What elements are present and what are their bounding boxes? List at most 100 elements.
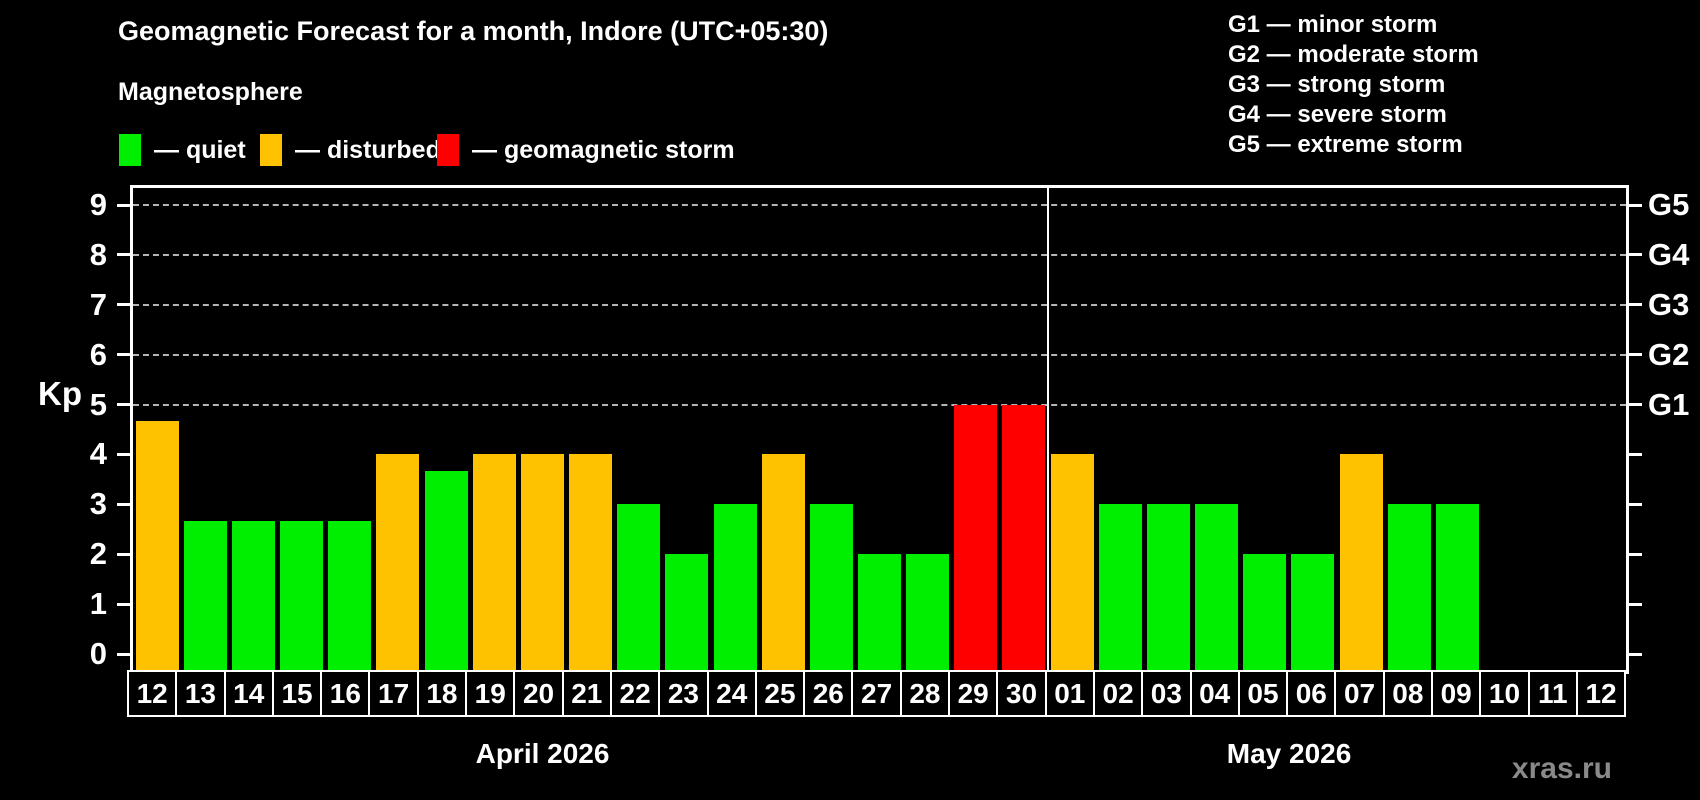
day-label-cell: 12 bbox=[1575, 672, 1624, 715]
disturbed-swatch-icon bbox=[260, 134, 282, 166]
day-label-cell: 14 bbox=[223, 672, 272, 715]
g-scale-label: G1 bbox=[1648, 386, 1690, 422]
kp-bar bbox=[713, 504, 757, 671]
gridline bbox=[133, 204, 1626, 206]
day-label-cell: 03 bbox=[1141, 672, 1189, 715]
y-tick-label: 7 bbox=[89, 286, 107, 322]
plot-area: 0 1 2 3 4 5 6 7 8 9 G1 G2 G3 G4 G5 bbox=[90, 185, 1689, 674]
y-axis-tick-left bbox=[117, 403, 130, 407]
y-axis-tick-left bbox=[117, 552, 130, 556]
storm-swatch-icon bbox=[437, 134, 459, 166]
y-axis-tick-right bbox=[1629, 652, 1642, 656]
day-label-cell: 08 bbox=[1382, 672, 1431, 715]
storm-scale-line: G5 — extreme storm bbox=[1228, 131, 1463, 158]
y-tick-label: 9 bbox=[89, 187, 107, 222]
day-label-cell: 13 bbox=[175, 672, 223, 715]
g-scale-label: G2 bbox=[1648, 336, 1690, 372]
y-tick-label: 5 bbox=[89, 386, 107, 422]
day-label-cell: 21 bbox=[561, 672, 610, 715]
y-axis-tick-right bbox=[1629, 253, 1642, 257]
day-axis-row: 12 13 14 15 16 17 18 19 20 21 22 23 24 25 26 27 28 29 30 01… bbox=[127, 670, 1626, 717]
g-scale-label: G4 bbox=[1648, 236, 1690, 272]
storm-scale-legend: G1 — minor storm G2 — moderate storm G3 — … bbox=[1228, 10, 1479, 160]
month-separator-line bbox=[1047, 188, 1050, 671]
month-label: May 2026 bbox=[1226, 738, 1352, 769]
gridline bbox=[133, 303, 1626, 306]
gridline bbox=[133, 403, 1626, 406]
y-tick-label: 6 bbox=[89, 336, 107, 372]
y-axis-tick-left bbox=[117, 452, 130, 456]
kp-bar bbox=[1387, 504, 1431, 671]
kp-bar bbox=[376, 454, 420, 671]
kp-bar bbox=[665, 554, 709, 671]
kp-bar bbox=[1195, 504, 1239, 671]
legend-item-label: — disturbed bbox=[295, 135, 441, 164]
day-label-cell: 17 bbox=[368, 672, 416, 715]
kp-bar bbox=[761, 454, 805, 671]
day-label-cell: 15 bbox=[271, 672, 320, 715]
day-label-cell: 20 bbox=[513, 672, 561, 715]
watermark: xras.ru bbox=[1511, 752, 1612, 785]
day-label-cell: 07 bbox=[1334, 672, 1382, 715]
y-axis-title: Kp bbox=[38, 375, 82, 412]
day-label-cell: 18 bbox=[416, 672, 465, 715]
legend-item-storm: — geomagnetic storm bbox=[437, 133, 735, 167]
y-axis-tick-left bbox=[117, 253, 130, 257]
gridline bbox=[133, 353, 1626, 356]
day-label-cell: 16 bbox=[320, 672, 368, 715]
kp-bar bbox=[906, 554, 950, 671]
kp-bar bbox=[1098, 504, 1142, 671]
y-axis-tick-left bbox=[117, 303, 130, 307]
y-axis-tick-left bbox=[117, 502, 130, 506]
kp-bar bbox=[1050, 454, 1094, 671]
day-label-cell: 19 bbox=[465, 672, 513, 715]
gridline bbox=[133, 253, 1626, 256]
day-label-cell: 02 bbox=[1092, 672, 1141, 715]
kp-bar bbox=[569, 454, 613, 671]
day-label-cell: 09 bbox=[1431, 672, 1479, 715]
day-label-cell: 29 bbox=[948, 672, 996, 715]
y-tick-label: 2 bbox=[89, 536, 107, 572]
storm-scale-line: G2 — moderate storm bbox=[1228, 41, 1479, 68]
storm-scale-line: G3 — strong storm bbox=[1228, 71, 1446, 98]
kp-bar bbox=[231, 520, 275, 671]
y-axis-tick-right bbox=[1629, 403, 1642, 407]
day-label-cell: 06 bbox=[1286, 672, 1334, 715]
magnetosphere-legend: — quiet — disturbed — geomagnetic storm bbox=[0, 133, 1100, 169]
kp-bar bbox=[424, 470, 468, 671]
kp-bar bbox=[472, 454, 516, 671]
y-axis-tick-right bbox=[1629, 502, 1642, 506]
kp-bar bbox=[617, 504, 661, 671]
y-axis-tick-right bbox=[1629, 353, 1642, 357]
kp-bar bbox=[1435, 504, 1479, 671]
day-label-cell: 01 bbox=[1044, 672, 1093, 715]
day-label-cell: 10 bbox=[1479, 672, 1527, 715]
kp-bar bbox=[1146, 504, 1190, 671]
legend-item-label: — quiet bbox=[154, 135, 246, 164]
y-axis-tick-right bbox=[1629, 552, 1642, 556]
day-label-cell: 28 bbox=[899, 672, 948, 715]
kp-bar bbox=[809, 504, 853, 671]
y-tick-label: 8 bbox=[89, 236, 107, 272]
y-axis-tick-right bbox=[1629, 203, 1642, 207]
y-axis-tick-right bbox=[1629, 452, 1642, 456]
kp-bar bbox=[183, 520, 227, 671]
quiet-swatch-icon bbox=[119, 134, 141, 166]
y-tick-label: 3 bbox=[89, 486, 107, 522]
legend-item-disturbed: — disturbed bbox=[260, 133, 441, 167]
y-axis-tick-left bbox=[117, 353, 130, 357]
y-axis-tick-right bbox=[1629, 303, 1642, 307]
day-label-cell: 25 bbox=[754, 672, 803, 715]
kp-bar bbox=[1291, 554, 1335, 671]
magnetosphere-subtitle: Magnetosphere bbox=[118, 78, 303, 106]
y-tick-label: 4 bbox=[89, 436, 107, 472]
y-axis-tick-left bbox=[117, 602, 130, 606]
kp-bar bbox=[280, 520, 324, 671]
y-axis-tick-left bbox=[117, 203, 130, 207]
storm-scale-line: G4 — severe storm bbox=[1228, 101, 1447, 128]
storm-scale-line: G1 — minor storm bbox=[1228, 11, 1438, 38]
y-axis-tick-left bbox=[117, 652, 130, 656]
kp-bar bbox=[135, 421, 179, 671]
kp-bar bbox=[328, 520, 372, 671]
day-label-cell: 11 bbox=[1527, 672, 1576, 715]
